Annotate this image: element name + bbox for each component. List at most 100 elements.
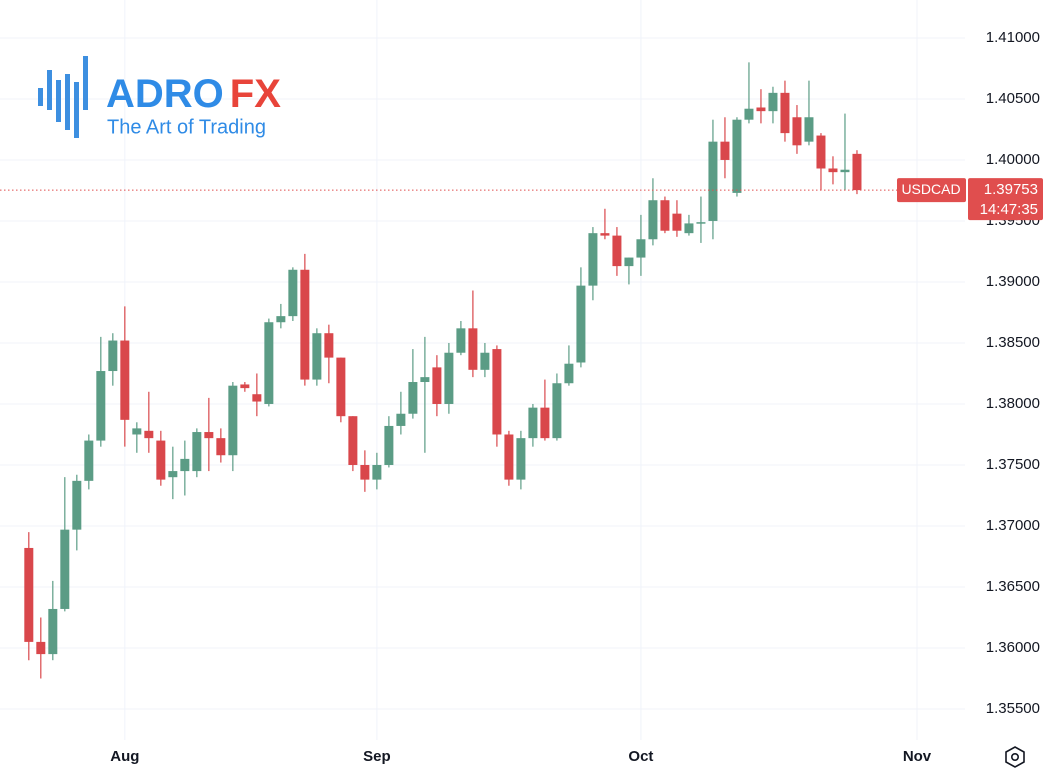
time-label: 14:47:35 — [980, 201, 1038, 218]
candle-body — [756, 107, 766, 112]
candle-body — [48, 608, 58, 655]
candle-body — [840, 169, 850, 173]
logo-tagline: The Art of Trading — [107, 116, 266, 138]
candle-body — [420, 377, 430, 383]
candle-body — [672, 213, 682, 231]
candle-body — [300, 269, 310, 380]
candle-body — [276, 316, 286, 323]
candle-body — [60, 529, 70, 609]
candle-body — [744, 108, 754, 120]
candle-body — [636, 239, 646, 258]
y-tick-label: 1.35500 — [986, 700, 1040, 717]
candle-body — [516, 438, 526, 480]
candle-body — [708, 141, 718, 221]
candle-body — [456, 328, 466, 353]
candle-body — [156, 440, 166, 480]
candle-body — [576, 285, 586, 363]
candle-body — [204, 432, 214, 439]
candle-body — [348, 416, 358, 465]
y-tick-label: 1.38000 — [986, 395, 1040, 412]
candle-body — [396, 413, 406, 426]
candle-body — [432, 367, 442, 404]
candle-body — [852, 153, 862, 191]
candle-body — [132, 428, 142, 435]
candle-body — [72, 480, 82, 530]
candle-body — [720, 141, 730, 160]
logo-bar — [74, 82, 79, 138]
candle-body — [360, 464, 370, 480]
candle-body — [96, 371, 106, 441]
candle-body — [648, 200, 658, 240]
symbol-tag — [897, 178, 966, 203]
candle-body — [288, 269, 298, 317]
grid — [0, 0, 965, 740]
y-tick-label: 1.36000 — [986, 639, 1040, 656]
candle-body — [324, 333, 334, 358]
candle-body — [600, 233, 610, 236]
y-tick-label: 1.40500 — [986, 90, 1040, 107]
candle-body — [816, 135, 826, 169]
candle-body — [480, 352, 490, 370]
price-label: 1.39753 — [984, 181, 1038, 198]
settings-icon[interactable] — [1005, 746, 1025, 768]
candle-body — [552, 383, 562, 439]
x-tick-label: Nov — [903, 748, 932, 765]
logo-brand-a: ADRO — [106, 72, 224, 116]
candle-body — [528, 407, 538, 439]
candle-body — [768, 92, 778, 112]
candle-body — [564, 363, 574, 384]
candle-body — [468, 328, 478, 370]
candle-body — [612, 235, 622, 267]
logo-bar — [83, 56, 88, 110]
y-tick-label: 1.39000 — [986, 273, 1040, 290]
logo-brand-b: FX — [230, 72, 281, 116]
candle-body — [372, 464, 382, 480]
candle-body — [168, 471, 178, 478]
candle-body — [828, 168, 838, 173]
candle-body — [144, 430, 154, 439]
candle-body — [336, 357, 346, 417]
x-tick-label: Aug — [110, 748, 139, 765]
candle-body — [408, 382, 418, 414]
candle-body — [444, 352, 454, 404]
y-tick-label: 1.41000 — [986, 29, 1040, 46]
candle-body — [588, 233, 598, 286]
candle-body — [732, 119, 742, 193]
y-tick-label: 1.38500 — [986, 334, 1040, 351]
candle-body — [180, 458, 190, 472]
candle-body — [792, 117, 802, 146]
candle-body — [684, 223, 694, 234]
candle-body — [216, 438, 226, 456]
x-tick-label: Oct — [628, 748, 653, 765]
candle-body — [120, 340, 130, 420]
settings-hexagon[interactable] — [1005, 746, 1025, 768]
x-tick-label: Sep — [363, 748, 391, 765]
candle-body — [660, 200, 670, 231]
candle-body — [252, 394, 262, 402]
candle-body — [504, 434, 514, 480]
candle-body — [804, 117, 814, 142]
logo-bar — [47, 70, 52, 110]
candle-body — [312, 333, 322, 380]
candle-body — [624, 257, 634, 267]
candle-body — [84, 440, 94, 481]
candle-body — [36, 641, 46, 655]
candle-body — [240, 384, 250, 389]
settings-dot[interactable] — [1010, 752, 1019, 761]
candle-body — [24, 547, 34, 642]
candle-body — [492, 349, 502, 435]
candle-body — [192, 432, 202, 472]
price-tag — [968, 178, 1043, 221]
y-tick-label: 1.37500 — [986, 456, 1040, 473]
logo: ADRO FX The Art of Trading — [38, 56, 281, 138]
candle-body — [108, 340, 118, 372]
y-tick-label: 1.37000 — [986, 517, 1040, 534]
candle-body — [540, 407, 550, 439]
candle-body — [264, 322, 274, 404]
y-tick-label: 1.36500 — [986, 578, 1040, 595]
symbol-label: USDCAD — [901, 181, 960, 197]
candle-body — [696, 222, 706, 224]
logo-bar — [38, 88, 43, 106]
